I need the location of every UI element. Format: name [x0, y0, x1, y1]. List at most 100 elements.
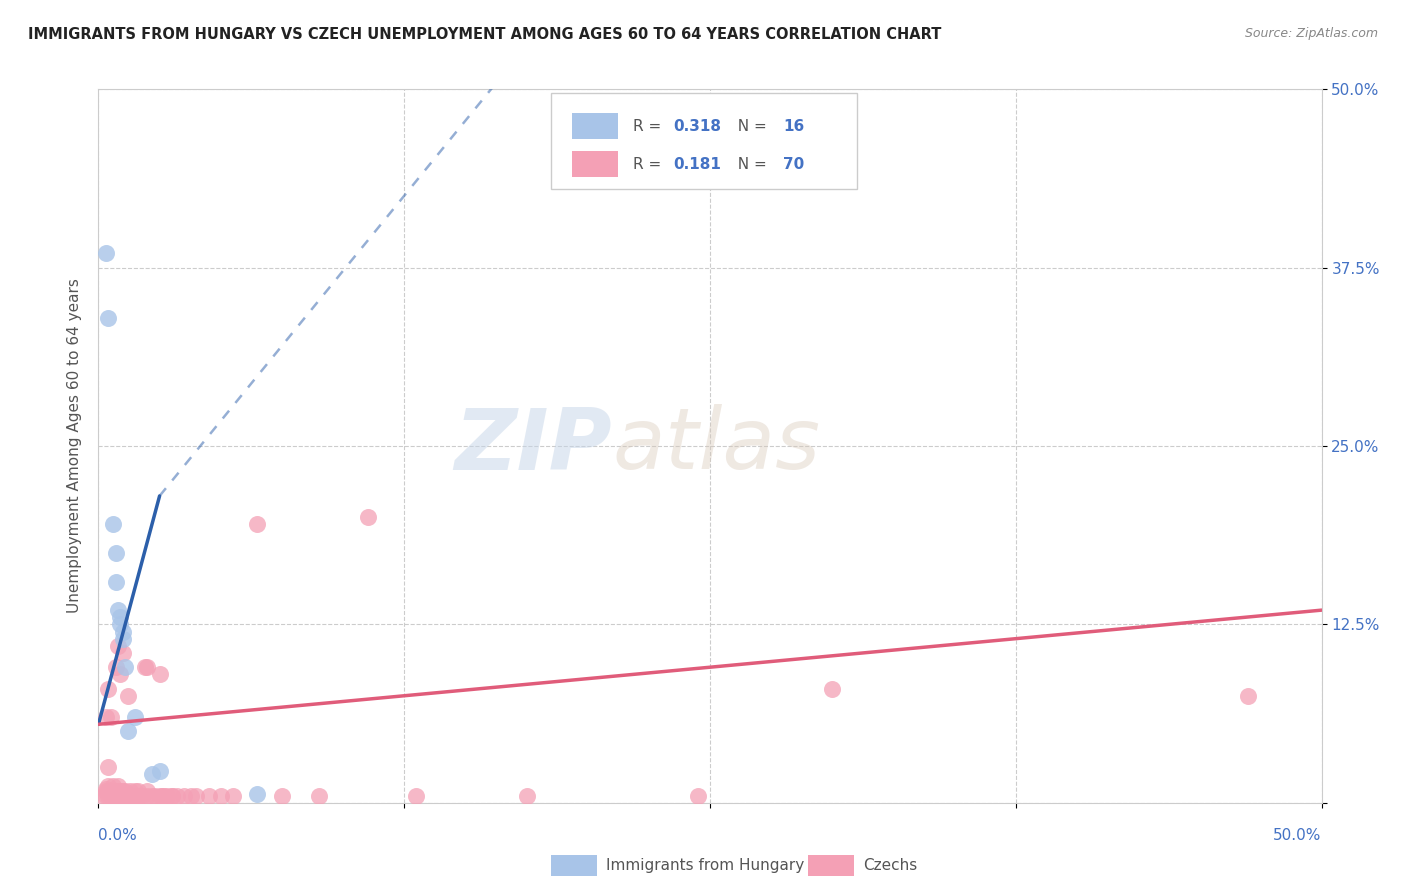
Point: [107, 784, 129, 798]
Point: [180, 789, 202, 803]
Point: [246, 787, 269, 801]
Point: [127, 784, 149, 798]
Text: Immigrants from Hungary: Immigrants from Hungary: [606, 858, 804, 873]
Text: atlas: atlas: [612, 404, 820, 488]
Point: [110, 610, 132, 624]
Point: [110, 617, 132, 632]
Point: [100, 789, 122, 803]
Point: [308, 789, 330, 803]
Point: [100, 784, 122, 798]
Point: [686, 789, 709, 803]
Point: [1237, 689, 1260, 703]
Point: [222, 789, 245, 803]
Point: [107, 779, 129, 793]
Point: [114, 789, 136, 803]
Text: 0.0%: 0.0%: [98, 828, 138, 843]
FancyBboxPatch shape: [808, 855, 855, 876]
Text: R =: R =: [633, 157, 666, 171]
Point: [100, 710, 122, 724]
Point: [110, 784, 132, 798]
Point: [149, 789, 172, 803]
Text: R =: R =: [633, 119, 666, 134]
Point: [197, 789, 219, 803]
Point: [150, 789, 173, 803]
Point: [94, 781, 117, 796]
Point: [97, 784, 120, 798]
Point: [129, 789, 152, 803]
Point: [104, 660, 127, 674]
Point: [114, 784, 136, 798]
Point: [107, 603, 129, 617]
Point: [97, 789, 120, 803]
Point: [136, 660, 159, 674]
Point: [120, 784, 142, 798]
Text: 70: 70: [783, 157, 804, 171]
Point: [186, 789, 208, 803]
Text: 16: 16: [783, 119, 804, 134]
Point: [121, 789, 143, 803]
Point: [117, 789, 139, 803]
Point: [97, 681, 120, 696]
Point: [107, 639, 129, 653]
Point: [97, 779, 120, 793]
Point: [127, 789, 149, 803]
Point: [143, 789, 166, 803]
Point: [209, 789, 232, 803]
Point: [94, 246, 117, 260]
Point: [136, 784, 159, 798]
Point: [111, 646, 134, 660]
Text: IMMIGRANTS FROM HUNGARY VS CZECH UNEMPLOYMENT AMONG AGES 60 TO 64 YEARS CORRELAT: IMMIGRANTS FROM HUNGARY VS CZECH UNEMPLO…: [28, 27, 942, 42]
Point: [515, 789, 537, 803]
Point: [110, 789, 132, 803]
Point: [124, 789, 146, 803]
Y-axis label: Unemployment Among Ages 60 to 64 years: Unemployment Among Ages 60 to 64 years: [66, 278, 82, 614]
Point: [111, 632, 134, 646]
Text: Source: ZipAtlas.com: Source: ZipAtlas.com: [1244, 27, 1378, 40]
Point: [91, 789, 114, 803]
Point: [111, 789, 134, 803]
Point: [153, 789, 176, 803]
FancyBboxPatch shape: [572, 113, 619, 139]
Point: [131, 789, 153, 803]
Point: [104, 546, 127, 560]
Point: [134, 660, 156, 674]
Text: N =: N =: [728, 157, 772, 171]
Point: [160, 789, 183, 803]
Point: [117, 724, 139, 739]
Point: [104, 789, 127, 803]
Point: [110, 667, 132, 681]
Point: [166, 789, 188, 803]
Point: [124, 710, 146, 724]
Point: [405, 789, 427, 803]
Point: [173, 789, 195, 803]
Point: [114, 660, 136, 674]
Point: [141, 767, 163, 781]
Point: [94, 789, 117, 803]
Point: [270, 789, 294, 803]
Point: [94, 710, 117, 724]
Point: [107, 789, 129, 803]
Point: [120, 789, 142, 803]
Point: [101, 789, 124, 803]
Point: [97, 760, 120, 774]
Point: [156, 789, 179, 803]
Point: [149, 764, 172, 779]
Point: [141, 789, 163, 803]
Point: [101, 517, 124, 532]
Text: 0.318: 0.318: [673, 119, 721, 134]
Point: [111, 624, 134, 639]
Point: [117, 689, 139, 703]
Text: 50.0%: 50.0%: [1274, 828, 1322, 843]
Point: [356, 510, 378, 524]
FancyBboxPatch shape: [572, 152, 619, 177]
Point: [136, 789, 159, 803]
Point: [101, 779, 124, 793]
Point: [97, 310, 120, 325]
Point: [104, 574, 127, 589]
FancyBboxPatch shape: [551, 855, 598, 876]
Point: [94, 784, 117, 798]
FancyBboxPatch shape: [551, 93, 856, 189]
Point: [124, 784, 146, 798]
Text: ZIP: ZIP: [454, 404, 612, 488]
Point: [160, 789, 183, 803]
